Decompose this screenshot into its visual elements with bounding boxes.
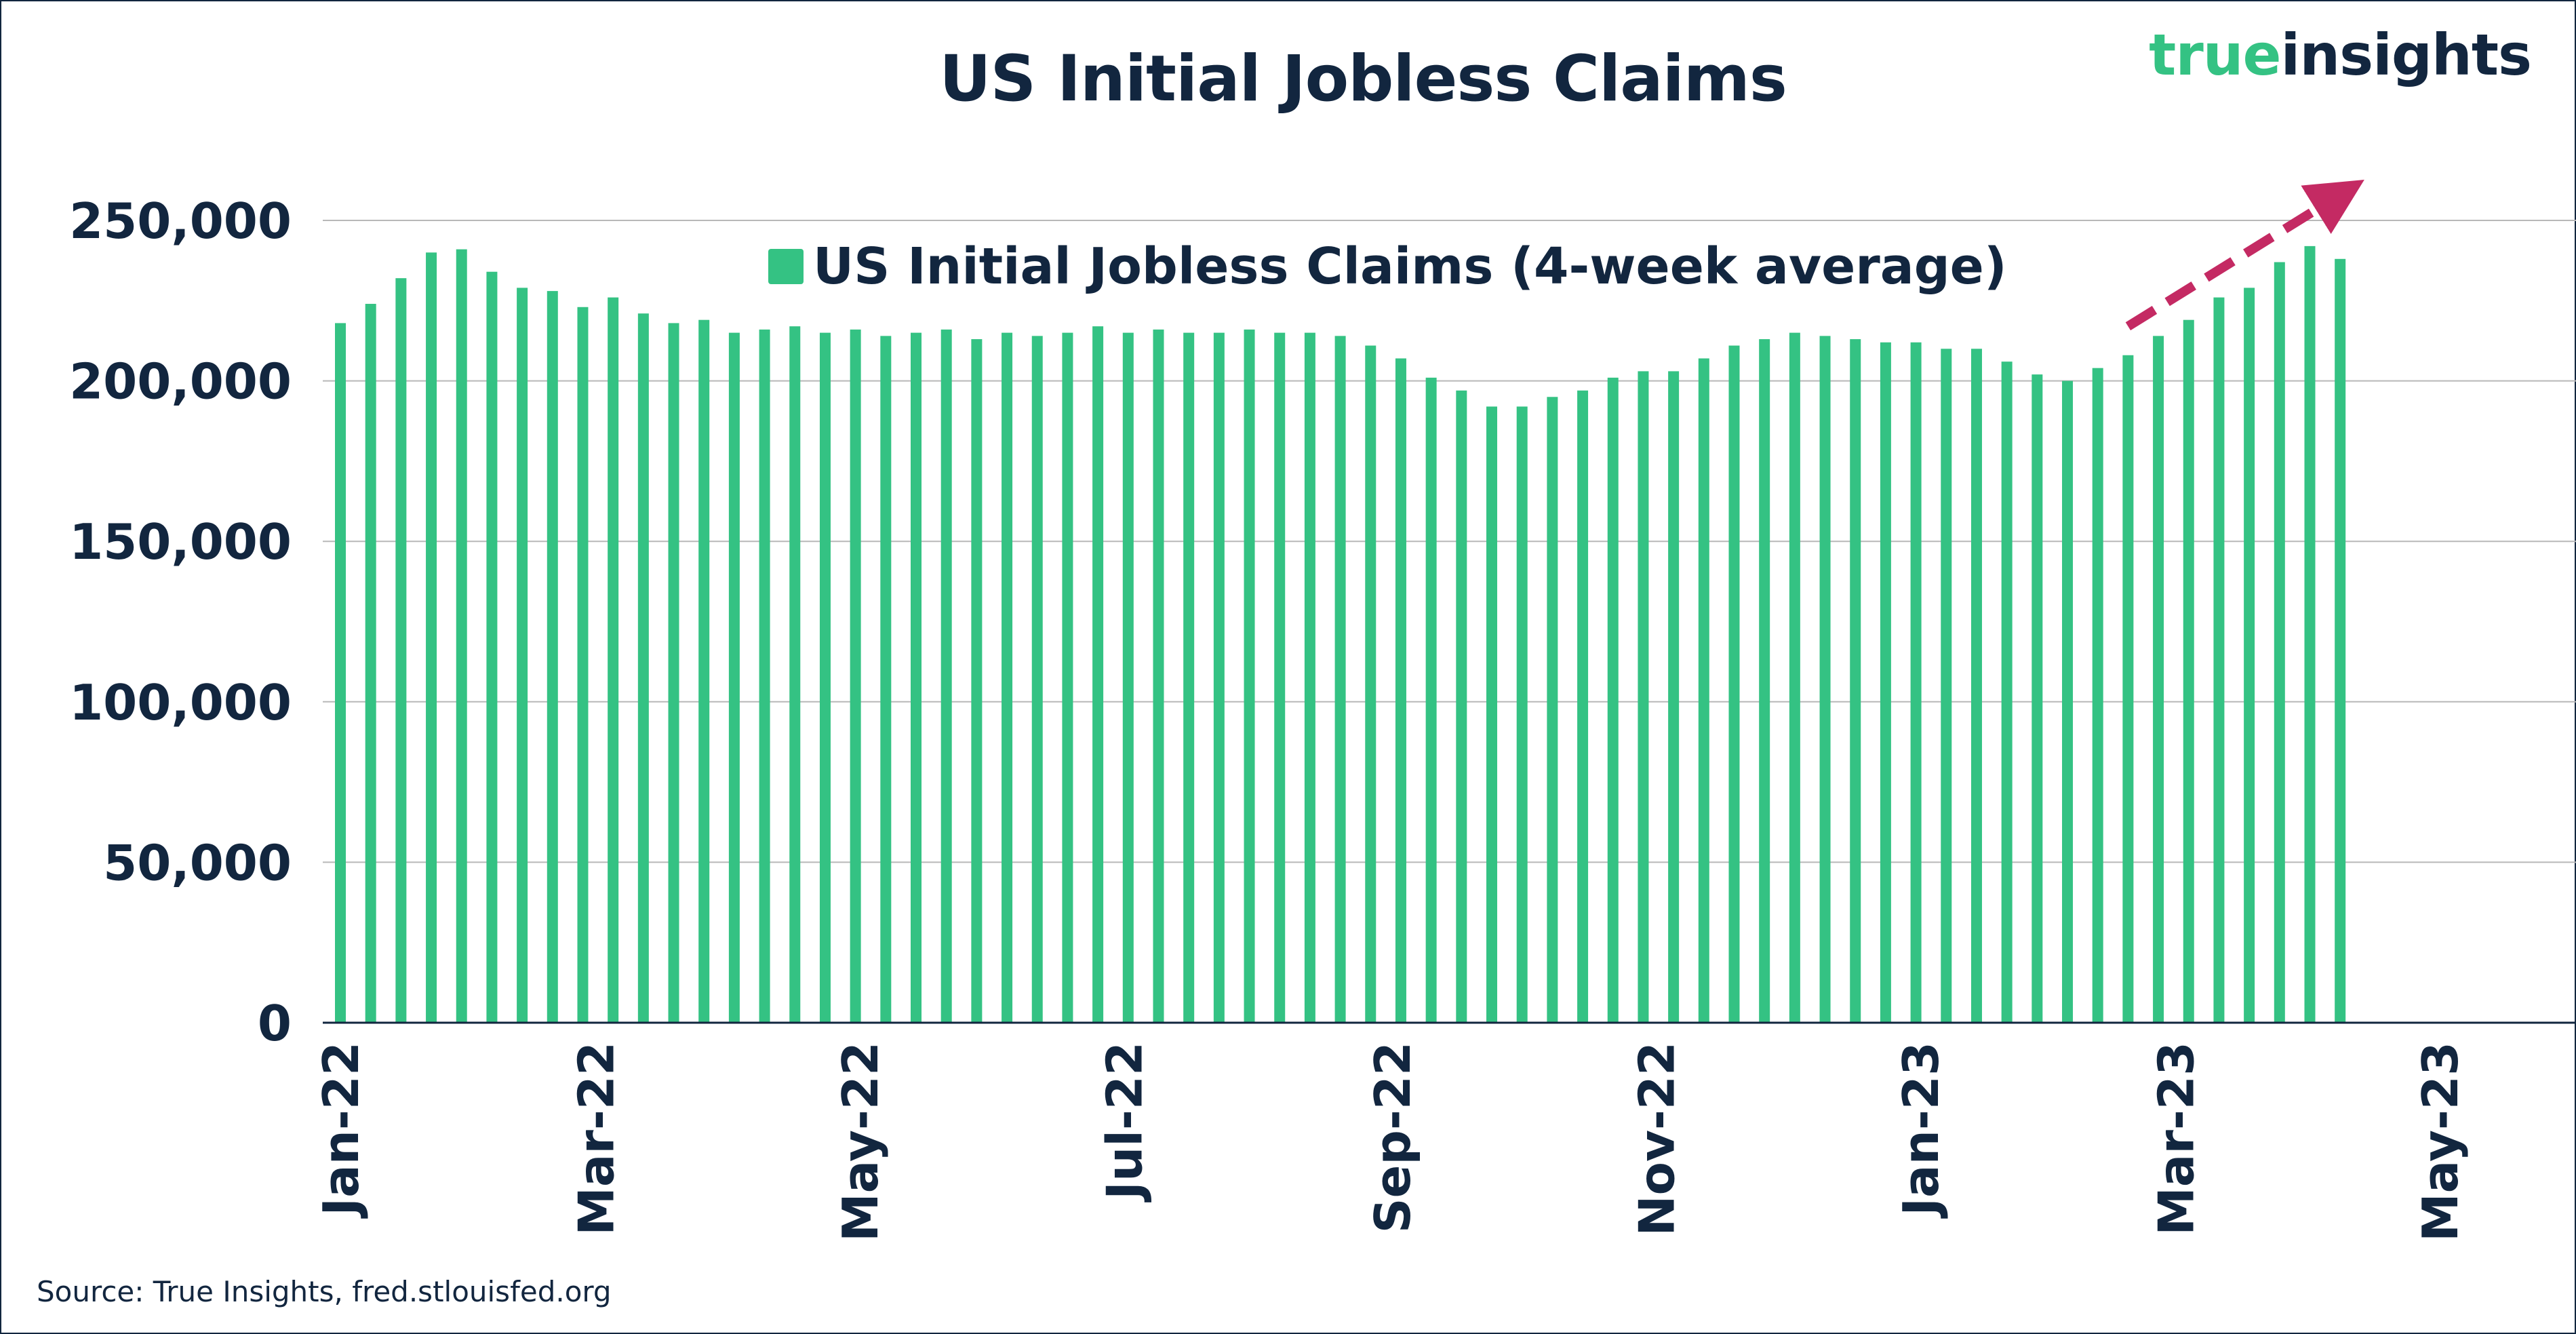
bar (1304, 332, 1315, 1023)
bar (668, 323, 679, 1023)
bar (1244, 329, 1255, 1023)
x-tick-label: Nov-22 (1629, 1042, 1686, 1236)
y-tick-label: 150,000 (69, 513, 292, 570)
x-tick-label: Mar-22 (568, 1042, 625, 1236)
x-tick-label: May-23 (2412, 1042, 2469, 1242)
bar (1970, 349, 1982, 1023)
x-tick-label: May-22 (832, 1042, 889, 1242)
bar (486, 271, 498, 1023)
y-tick-label: 200,000 (69, 353, 292, 410)
bar (911, 332, 922, 1023)
bar (850, 329, 861, 1023)
bar (1365, 345, 1376, 1023)
bar (456, 249, 467, 1023)
bar (759, 329, 770, 1023)
bar (2274, 262, 2285, 1023)
bar (1728, 345, 1740, 1023)
bar (1516, 406, 1528, 1023)
bar (1668, 371, 1680, 1023)
bar (2001, 361, 2013, 1023)
bar (2032, 374, 2043, 1023)
bar (1395, 358, 1406, 1023)
bar (1638, 371, 1649, 1023)
bar (1941, 349, 1952, 1023)
bar (1577, 390, 1589, 1023)
bar (1698, 358, 1709, 1023)
bar (1486, 406, 1498, 1023)
bar (819, 332, 831, 1023)
bar (1456, 390, 1467, 1023)
bar (335, 323, 346, 1023)
bar (1547, 397, 1558, 1023)
source-note: Source: True Insights, fred.stlouisfed.o… (37, 1275, 612, 1308)
bar (1153, 329, 1164, 1023)
y-tick-label: 100,000 (69, 674, 292, 731)
bar (1910, 342, 1922, 1023)
bar (1122, 332, 1134, 1023)
bar (2122, 355, 2134, 1023)
bar (2304, 246, 2316, 1023)
bar (517, 288, 528, 1023)
bar (1425, 377, 1437, 1023)
bar (728, 332, 740, 1023)
chart-title: US Initial Jobless Claims (939, 42, 1787, 116)
bar (395, 278, 407, 1023)
bar (1002, 332, 1013, 1023)
bar (789, 326, 801, 1023)
chart-legend: US Initial Jobless Claims (4-week averag… (768, 237, 2007, 296)
brand-logo: trueinsights (2149, 22, 2532, 88)
bar (2183, 319, 2194, 1023)
bar (1031, 336, 1043, 1023)
bar (365, 304, 376, 1023)
x-tick-label: Jan-23 (1893, 1042, 1949, 1219)
bar (547, 291, 558, 1023)
trend-arrow (2125, 180, 2364, 331)
y-tick-label: 50,000 (103, 834, 292, 891)
x-tick-label: Jul-22 (1096, 1042, 1153, 1203)
y-tick-label: 0 (258, 995, 292, 1052)
bar (2062, 380, 2074, 1023)
legend-label: US Initial Jobless Claims (4-week averag… (813, 237, 2007, 296)
bar (1607, 377, 1619, 1023)
y-tick-label: 250,000 (69, 193, 292, 250)
x-tick-label: Sep-22 (1364, 1042, 1421, 1233)
bar (2335, 258, 2346, 1023)
bar (698, 319, 710, 1023)
logo-word-insights: insights (2280, 22, 2532, 88)
bar (2092, 368, 2103, 1023)
bar (1819, 336, 1831, 1023)
bar (971, 339, 983, 1023)
bar (940, 329, 952, 1023)
bar (1880, 342, 1891, 1023)
logo-word-true: true (2149, 22, 2281, 88)
bar (2153, 336, 2164, 1023)
bar (637, 313, 649, 1023)
legend-swatch (768, 249, 804, 284)
bar (1183, 332, 1195, 1023)
bar (1062, 332, 1073, 1023)
bar (426, 252, 437, 1023)
x-tick-label: Mar-23 (2148, 1042, 2205, 1236)
bar (1274, 332, 1286, 1023)
x-tick-label: Jan-22 (313, 1042, 370, 1219)
bar (1850, 339, 1861, 1023)
bar (2213, 297, 2225, 1023)
bar (1334, 336, 1346, 1023)
bar (2244, 288, 2255, 1023)
bar (1759, 339, 1770, 1023)
bar (577, 307, 589, 1023)
bar (1213, 332, 1225, 1023)
bar (1092, 326, 1104, 1023)
bar (880, 336, 892, 1023)
bar (608, 297, 619, 1023)
bar (1789, 332, 1800, 1023)
